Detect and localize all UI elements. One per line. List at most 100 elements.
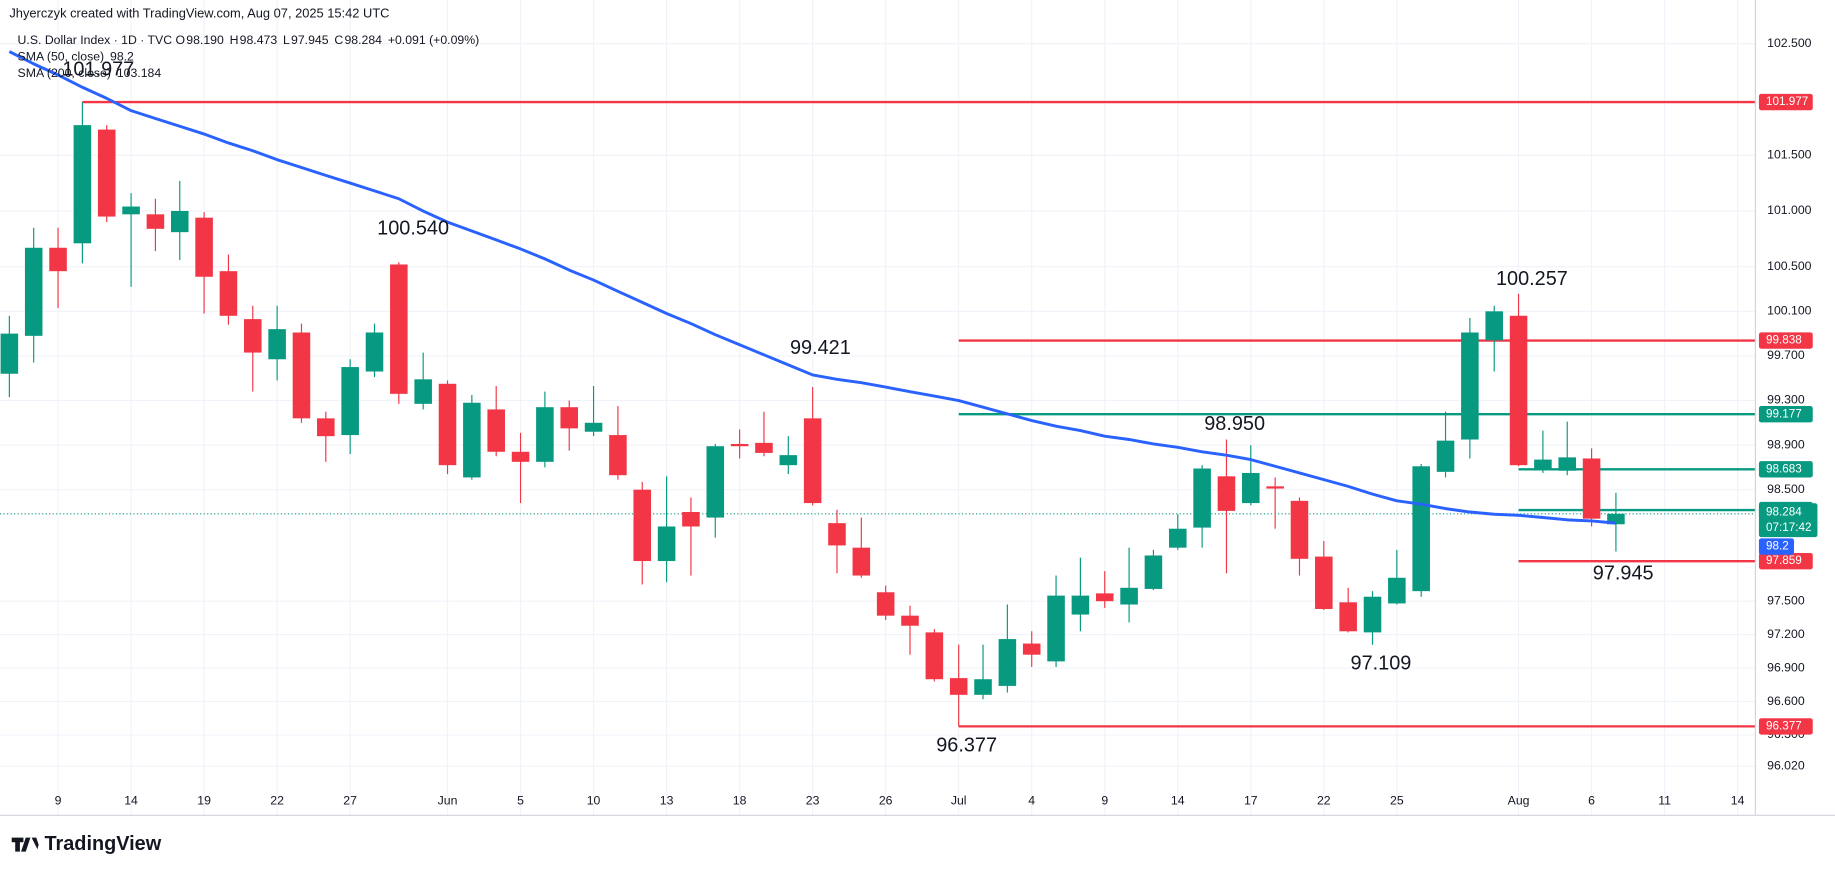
candle-body [463, 402, 481, 478]
candle-body [657, 526, 676, 562]
candle-body [584, 422, 603, 432]
y-tick-label: 96.020 [1767, 758, 1805, 772]
candle-body [755, 442, 773, 453]
x-tick-label: 17 [1244, 794, 1258, 808]
y-tick-label: 99.700 [1767, 348, 1805, 362]
x-tick-label: 4 [1028, 794, 1035, 808]
candle-body [122, 206, 140, 215]
candle-body [1168, 528, 1187, 548]
candle-body [1242, 472, 1260, 504]
level-label: 97.859 [1766, 554, 1802, 567]
candle-body [365, 332, 384, 372]
candle-body [1412, 466, 1430, 592]
candle-body [560, 407, 579, 429]
x-tick-label: 23 [806, 794, 820, 808]
ohlc-key: H [230, 33, 239, 47]
x-tick-label: 14 [124, 794, 138, 808]
candle-body [1485, 311, 1503, 341]
annotation: 97.109 [1351, 653, 1412, 675]
level-label: 99.838 [1766, 334, 1802, 347]
ohlc-value: 98.473 [240, 33, 278, 47]
grid [0, 0, 1756, 816]
candle-body [876, 592, 895, 616]
level-label-box [1758, 552, 1813, 570]
candle-body [414, 379, 432, 404]
level-label: 98.683 [1766, 462, 1802, 475]
y-tick-label: 99.300 [1767, 393, 1805, 407]
candle-body [1217, 476, 1236, 511]
x-tick-label: 25 [1390, 794, 1404, 808]
x-tick-label: 9 [1101, 794, 1108, 808]
candle-body [1582, 458, 1601, 519]
candle-body [0, 333, 19, 374]
candle-body [1509, 315, 1528, 466]
change: +0.091 (+0.09%) [388, 33, 479, 47]
legend-value: 103.184 [117, 66, 162, 80]
ohlc-value: 98.190 [186, 33, 224, 47]
y-tick-label: 98.500 [1767, 482, 1805, 496]
ohlc-key: L [283, 33, 290, 47]
candle-body [292, 332, 311, 419]
last-price-box [1758, 503, 1818, 538]
x-tick-label: Jun [438, 794, 458, 808]
candle-body [511, 451, 530, 462]
candle-body [170, 210, 189, 233]
candle-body [682, 511, 700, 527]
candle-body [268, 329, 286, 360]
candle-body [244, 319, 262, 353]
y-tick-label: 100.100 [1767, 304, 1812, 318]
candle-body [24, 247, 43, 336]
candle-body [1461, 332, 1479, 440]
candle-body [925, 632, 944, 680]
candle-body [1607, 513, 1625, 525]
annotation: 96.377 [936, 735, 997, 757]
level-label-box [1758, 93, 1813, 111]
x-tick-label: 5 [517, 794, 524, 808]
level-label-box [1758, 406, 1813, 423]
legend-name: SMA (50, close) [18, 50, 105, 64]
candle-body [828, 523, 846, 546]
candle-body [730, 443, 749, 447]
candle-body [1388, 577, 1406, 604]
ohlc-value: 97.945 [291, 33, 329, 47]
level-label: 96.377 [1766, 719, 1802, 732]
annotation: 99.421 [790, 337, 851, 359]
candle-body [949, 678, 968, 695]
candle-body [1339, 602, 1357, 632]
candle-body [438, 383, 457, 466]
candle-body [1120, 587, 1138, 605]
levels [0, 100, 1756, 728]
symbol-title: U.S. Dollar Index · 1D · TVC [18, 33, 173, 47]
candle-body [1071, 595, 1090, 615]
candle-body [609, 435, 627, 476]
legend-name: SMA (200, close) [18, 66, 111, 80]
y-tick-label: 98.900 [1767, 437, 1805, 451]
x-tick-label: 11 [1658, 794, 1671, 808]
candle-body [901, 615, 919, 626]
sma-label-box [1758, 538, 1795, 555]
level-label: 101.977 [1766, 95, 1808, 108]
indicator-lines [8, 50, 1617, 525]
candle-body [73, 125, 92, 244]
candle-body [852, 547, 871, 576]
level-label: 99.177 [1766, 407, 1802, 420]
candle-body [1095, 593, 1114, 602]
candle-body [195, 217, 213, 277]
legend: O 98.190 H 98.473 L 97.945 C 98.284 +0.091 (+0.0… [18, 33, 480, 80]
candle-body [803, 418, 822, 504]
candle-body [633, 489, 652, 562]
x-tick-label: 9 [55, 794, 62, 808]
candle-body [706, 446, 725, 518]
candle-body [1266, 486, 1284, 489]
candles [0, 102, 1625, 727]
candle-body [487, 409, 505, 452]
countdown: 07:17:42 [1766, 521, 1812, 534]
candle-body [341, 367, 359, 436]
candle-body [317, 418, 335, 437]
sma-line [8, 50, 1617, 525]
candle-body [219, 271, 238, 316]
x-tick-label: 6 [1588, 794, 1595, 808]
y-tick-label: 101.500 [1767, 147, 1812, 161]
candle-body [390, 264, 408, 394]
